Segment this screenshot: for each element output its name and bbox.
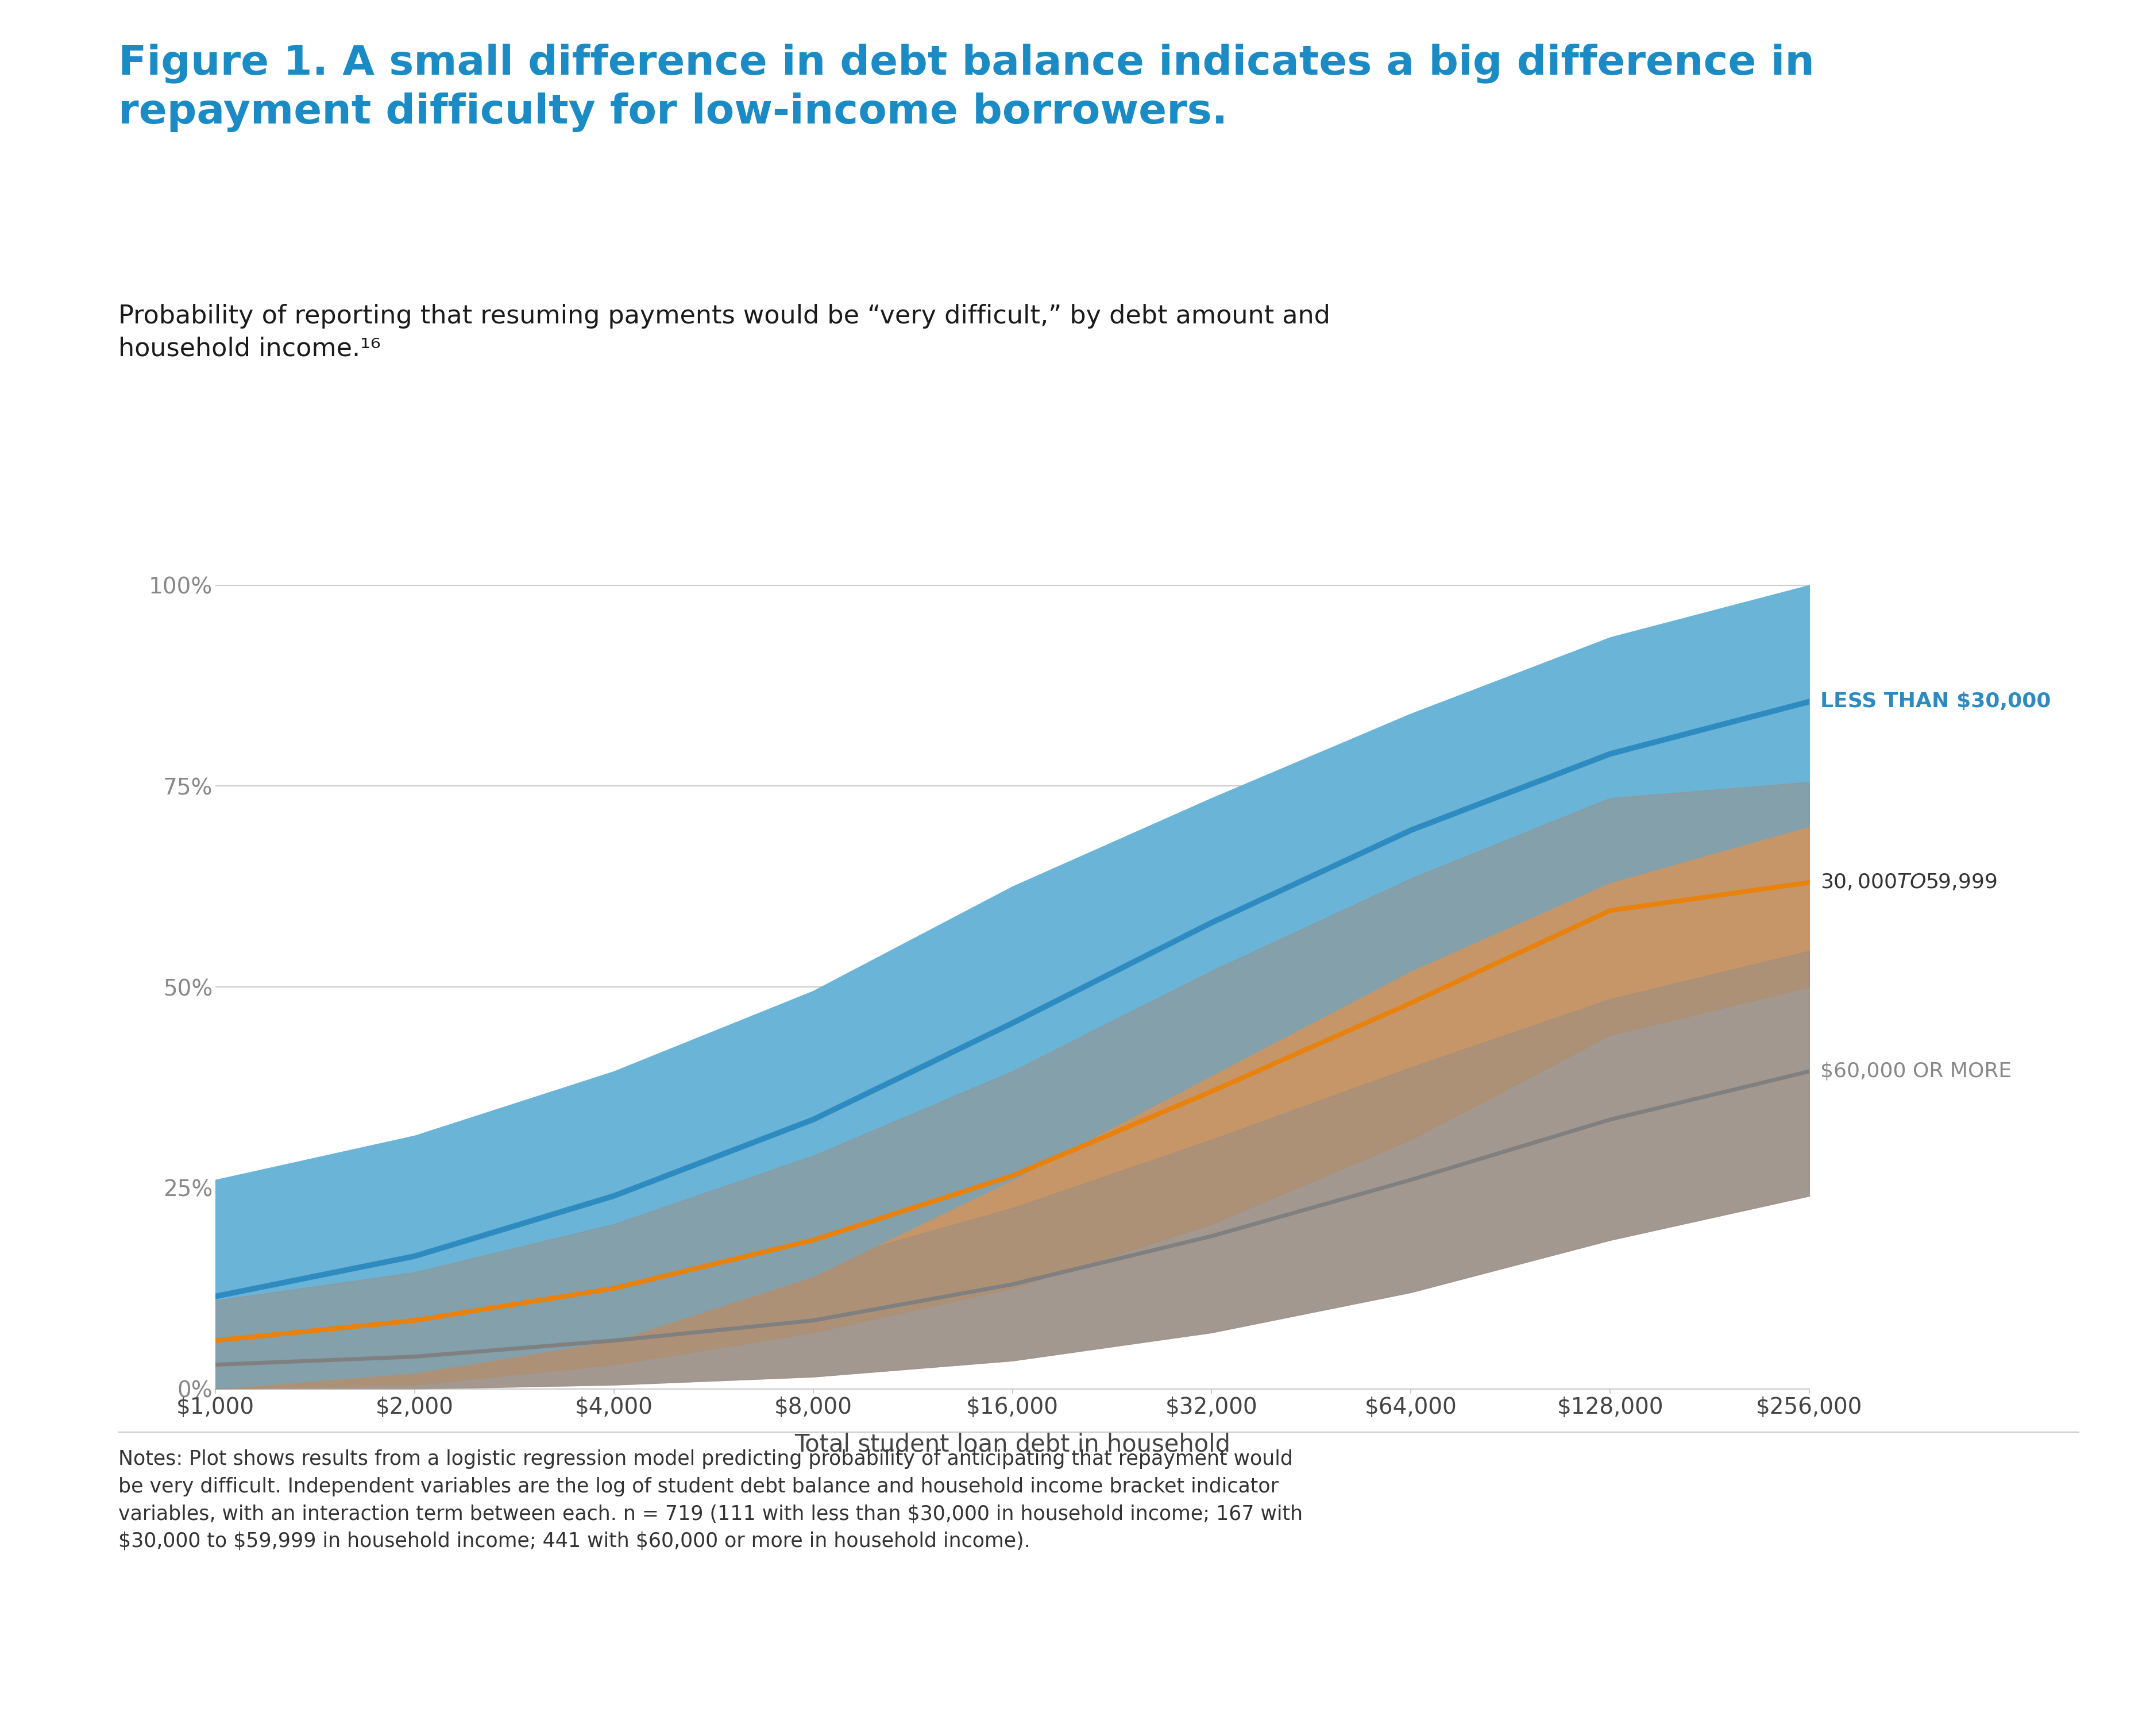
Text: $30,000 TO $59,999: $30,000 TO $59,999 [1820, 873, 1997, 892]
Text: Total student loan debt in household: Total student loan debt in household [795, 1432, 1230, 1457]
Text: LESS THAN $30,000: LESS THAN $30,000 [1820, 693, 2051, 712]
Text: $60,000 OR MORE: $60,000 OR MORE [1820, 1062, 2012, 1082]
Text: Probability of reporting that resuming payments would be “very difficult,” by de: Probability of reporting that resuming p… [118, 304, 1331, 361]
Text: Figure 1. A small difference in debt balance indicates a big difference in
repay: Figure 1. A small difference in debt bal… [118, 43, 1814, 132]
Text: Notes: Plot shows results from a logistic regression model predicting probabilit: Notes: Plot shows results from a logisti… [118, 1450, 1303, 1550]
